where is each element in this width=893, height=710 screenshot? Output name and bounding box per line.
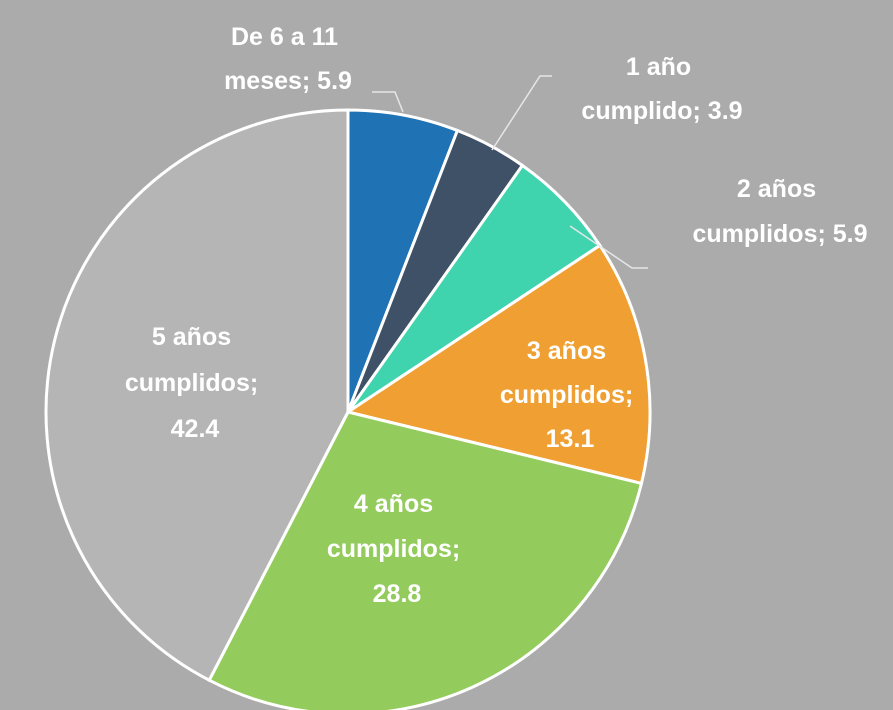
data-label-line: 2 años	[737, 175, 823, 203]
data-label: 2 años cumplidos; 5.9	[692, 175, 867, 248]
data-label-line: 1 año	[626, 53, 698, 81]
data-label: 1 año cumplido; 3.9	[581, 53, 742, 125]
pie	[44, 108, 652, 710]
data-label-line: meses; 5.9	[224, 67, 352, 95]
data-label: 3 años cumplidos; 13.1	[500, 337, 640, 453]
data-label: 4 años cumplidos; 28.8	[327, 490, 467, 608]
leader-line	[372, 91, 404, 113]
pie-slice	[207, 410, 644, 710]
data-label-line: cumplidos;	[125, 369, 265, 397]
data-label: 5 años cumplidos; 42.4	[125, 323, 265, 443]
leader-line	[569, 225, 648, 269]
data-label-line: cumplidos;	[500, 381, 640, 409]
data-label-line: De 6 a 11	[231, 23, 345, 51]
pie-slice	[44, 108, 350, 683]
leader-lines	[372, 75, 648, 269]
data-label: De 6 a 11 meses; 5.9	[224, 23, 352, 95]
data-label-line: 28.8	[373, 580, 422, 608]
data-label-line: cumplidos; 5.9	[692, 220, 867, 248]
data-label-line: cumplido; 3.9	[581, 97, 742, 125]
pie-slice	[344, 243, 652, 486]
data-label-line: 42.4	[171, 415, 220, 443]
data-label-line: 5 años	[152, 323, 238, 351]
data-label-line: 3 años	[527, 337, 613, 365]
data-label-line: 13.1	[546, 425, 595, 453]
data-label-line: cumplidos;	[327, 535, 467, 563]
data-label-line: 4 años	[354, 490, 440, 518]
leader-line	[491, 75, 552, 151]
data-labels: De 6 a 11 meses; 5.9 1 año cumplido; 3.9 2…	[125, 23, 868, 608]
